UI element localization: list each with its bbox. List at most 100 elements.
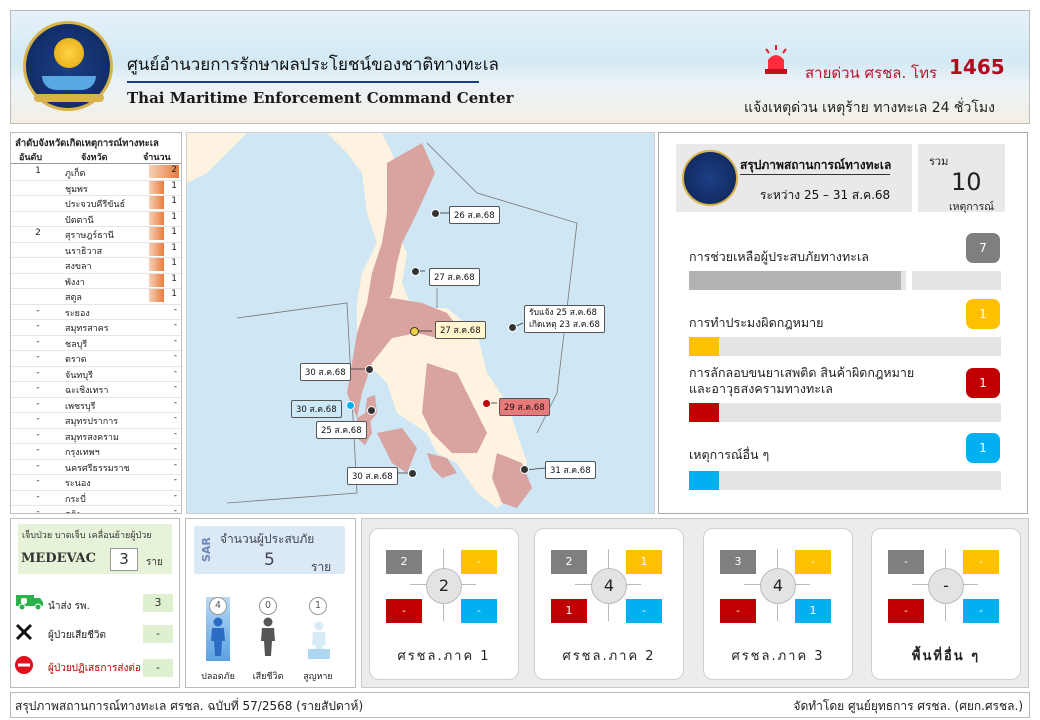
province-row: - ระยอง - — [11, 304, 181, 320]
map-label-1[interactable]: 26 ส.ค.68 — [449, 206, 500, 224]
map-marker[interactable] — [482, 399, 491, 408]
category-badge-rescue: 7 — [966, 233, 1000, 263]
region-3-red: - — [720, 599, 756, 623]
region-3-name: ศรชล.ภาค 3 — [731, 649, 825, 664]
region-3-total: 4 — [760, 568, 796, 604]
map-marker[interactable] — [410, 327, 419, 336]
province-row: - สมุทรสงคราม - — [11, 428, 181, 444]
sar-dead-value: 0 — [259, 597, 277, 615]
map-label-7[interactable]: 25 ส.ค.68 — [316, 421, 367, 439]
sar-safe-label: ปลอดภัย — [201, 672, 235, 682]
province-name: สงขลา — [65, 262, 92, 272]
category-bar-rescue — [689, 271, 901, 290]
province-row: 2 สุราษฎร์ธานี 1 — [11, 226, 181, 243]
region-other-red: - — [888, 599, 924, 623]
medevac-subtitle: เจ็บป่วย บาดเจ็บ เคลื่อนย้ายผู้ป่วย — [22, 531, 152, 541]
province-name: สมุทรสงคราม — [65, 432, 119, 443]
map-label-3[interactable]: 27 ส.ค.68 — [435, 321, 486, 339]
sar-card: SAR จำนวนผู้ประสบภัย 5 ราย 4 0 1 ปลอดภัย… — [185, 518, 356, 688]
map-label-6[interactable]: 30 ส.ค.68 — [291, 400, 342, 418]
map-marker[interactable] — [346, 401, 355, 410]
sar-safe-count: 4 — [198, 597, 238, 615]
bar-gap — [906, 269, 912, 292]
map-label-10[interactable]: 31 ส.ค.68 — [545, 461, 596, 479]
header-banner: ศูนย์อำนวยการรักษาผลประโยชน์ของชาติทางทะ… — [10, 10, 1030, 124]
sar-missing-value: 1 — [309, 597, 327, 615]
province-name: เพชรบุรี — [65, 401, 96, 412]
region-other-gray: - — [888, 550, 924, 574]
province-count: - — [173, 475, 177, 485]
province-count: 2 — [171, 165, 177, 175]
region-2-yellow: 1 — [626, 550, 662, 574]
province-count: 1 — [171, 196, 177, 206]
region-other-blue: - — [963, 599, 999, 623]
province-rank: 2 — [35, 228, 41, 238]
region-3-gray: 3 — [720, 550, 756, 574]
province-name: สตูล — [65, 293, 82, 303]
category-label-fishing: การทำประมงผิดกฎหมาย — [689, 315, 824, 330]
region-card-3[interactable]: 3 - - 1 4 ศรชล.ภาค 3 — [703, 528, 853, 680]
region-card-2[interactable]: 2 1 1 - 4 ศรชล.ภาค 2 — [534, 528, 684, 680]
map-label-9[interactable]: 30 ส.ค.68 — [347, 467, 398, 485]
summary-logo — [682, 150, 738, 206]
map-marker[interactable] — [367, 406, 376, 415]
province-name: ชลบุรี — [65, 339, 88, 350]
region-2-total: 4 — [591, 568, 627, 604]
province-rank: - — [36, 476, 40, 486]
sar-unit: ราย — [311, 560, 332, 574]
sar-header: SAR จำนวนผู้ประสบภัย 5 ราย — [194, 526, 345, 574]
province-name: ปัตตานี — [65, 215, 94, 226]
region-2-gray: 2 — [551, 550, 587, 574]
province-name: ตราด — [65, 355, 87, 365]
province-row: - ฉะเชิงเทรา - — [11, 381, 181, 398]
hotline-number[interactable]: 1465 — [949, 55, 1005, 79]
person-missing-icon — [308, 621, 330, 659]
sar-tag: SAR — [200, 537, 213, 563]
map-label-8[interactable]: 29 ส.ค.68 — [499, 398, 550, 416]
region-card-1[interactable]: 2 - - - 2 ศรชล.ภาค 1 — [369, 528, 519, 680]
province-row: - เพชรบุรี - — [11, 397, 181, 413]
region-2-blue: - — [626, 599, 662, 623]
map-marker[interactable] — [508, 323, 517, 332]
map-label-2[interactable]: 27 ส.ค.68 — [429, 268, 480, 286]
incident-map[interactable]: 26 ส.ค.68 27 ส.ค.68 27 ส.ค.68 รับแจ้ง 25… — [186, 132, 655, 514]
province-count: - — [173, 397, 177, 408]
map-label-5[interactable]: 30 ส.ค.68 — [300, 363, 351, 381]
region-card-other[interactable]: - - - - - พื้นที่อื่น ๆ — [871, 528, 1021, 680]
province-rank: - — [36, 305, 40, 316]
province-name: กระบี่ — [65, 494, 86, 505]
province-count: - — [173, 428, 177, 439]
map-label-4-occurred: เกิดเหตุ 23 ส.ค.68 — [529, 320, 600, 330]
region-other-yellow: - — [963, 550, 999, 574]
category-bar-other — [689, 471, 719, 490]
province-name: ภูเก็ต — [65, 169, 86, 179]
region-1-name: ศรชล.ภาค 1 — [397, 649, 491, 664]
map-marker[interactable] — [431, 209, 440, 218]
province-name: พังงา — [65, 277, 85, 288]
region-3-yellow: - — [795, 550, 831, 574]
province-count: - — [173, 335, 177, 346]
title-underline — [127, 81, 479, 83]
no-entry-icon — [15, 656, 33, 674]
map-marker[interactable] — [408, 469, 417, 478]
sar-dead-label: เสียชีวิต — [252, 672, 284, 682]
map-marker[interactable] — [520, 465, 529, 474]
province-rank: - — [36, 460, 40, 471]
province-count: 1 — [171, 242, 177, 253]
map-label-4[interactable]: รับแจ้ง 25 ส.ค.68 เกิดเหตุ 23 ส.ค.68 — [524, 305, 605, 333]
province-row: - ตรัง - — [11, 505, 181, 513]
province-count: - — [173, 366, 177, 377]
summary-header: สรุปภาพสถานการณ์ทางทะเล ระหว่าง 25 – 31 … — [676, 144, 912, 212]
medevac-card: เจ็บป่วย บาดเจ็บ เคลื่อนย้ายผู้ป่วย MEDE… — [10, 518, 180, 688]
province-name: ระนอง — [65, 479, 91, 489]
header-rank: อันดับ — [19, 153, 43, 163]
medevac-hospital-value: 3 — [143, 594, 173, 612]
total-unit: เหตุการณ์ — [949, 201, 994, 213]
region-other-total: - — [928, 568, 964, 604]
region-2-name: ศรชล.ภาค 2 — [562, 649, 656, 664]
province-name: สมุทรปราการ — [65, 417, 119, 427]
map-marker[interactable] — [365, 365, 374, 374]
map-marker[interactable] — [411, 267, 420, 276]
region-1-red: - — [386, 599, 422, 623]
province-row: - ชลบุรี - — [11, 335, 181, 351]
